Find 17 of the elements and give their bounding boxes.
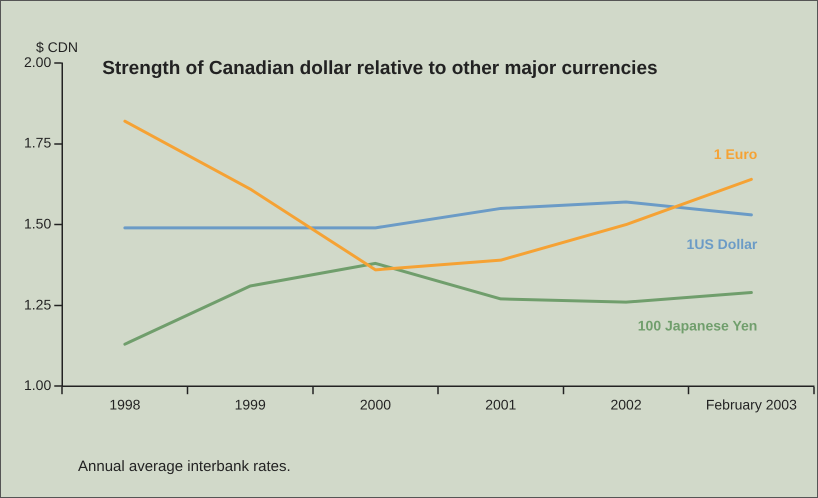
series-label: 1US Dollar [686, 236, 758, 252]
x-tick-label: 1998 [109, 396, 141, 412]
x-tick-label: 2000 [360, 396, 392, 412]
y-tick-label: 2.00 [24, 54, 52, 70]
y-tick-label: 1.75 [24, 134, 52, 151]
text: Annual average interbank rates. [78, 458, 291, 476]
series-label: 100 Japanese Yen [638, 317, 758, 334]
x-tick-label: 2001 [485, 396, 517, 412]
series-label: 1 Euro [714, 146, 758, 162]
y-tick-label: 1.50 [24, 215, 52, 232]
y-axis-title: $ CDN [36, 38, 78, 55]
y-tick-label: 1.00 [24, 377, 52, 394]
x-tick-label: February 2003 [706, 396, 798, 412]
x-tick-label: 1999 [234, 396, 266, 412]
y-tick-label: 1.25 [24, 296, 52, 312]
x-tick-label: 2002 [610, 396, 642, 412]
chart-title: Strength of Canadian dollar relative to other major currencies [102, 58, 658, 80]
